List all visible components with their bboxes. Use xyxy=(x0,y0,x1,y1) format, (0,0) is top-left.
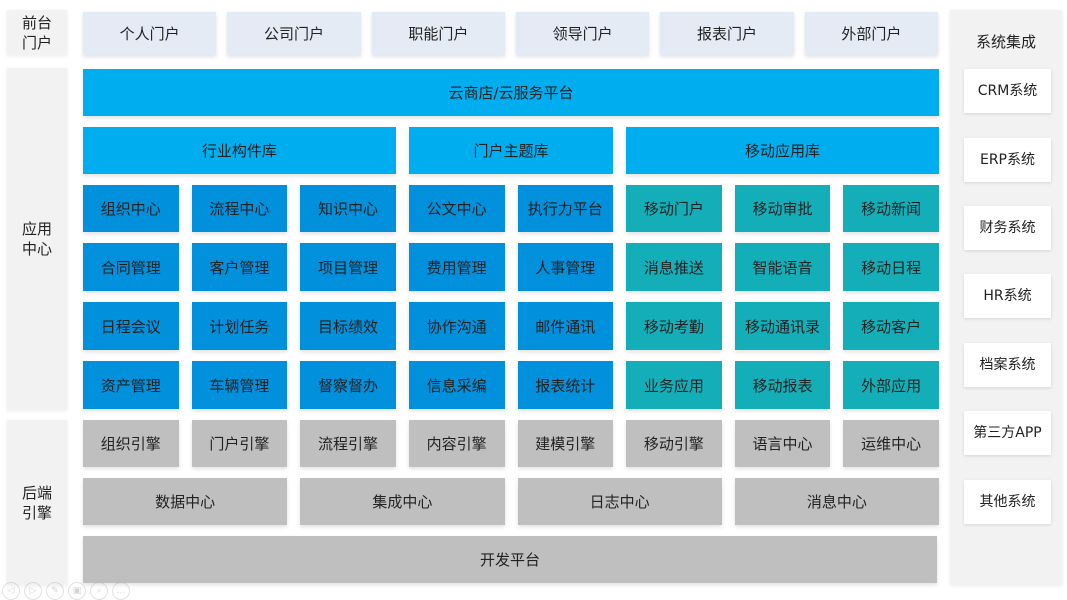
module-box: 日程会议 xyxy=(83,302,179,350)
dev-platform-bar: 开发平台 xyxy=(83,536,937,583)
cloud-platform-bar: 云商店/云服务平台 xyxy=(83,69,939,116)
portal-box: 领导门户 xyxy=(515,12,650,55)
slideshow-controls: ◁ ▷ ✎ ▣ ⌕ … xyxy=(2,582,130,600)
library-mobile-apps: 移动应用库 xyxy=(626,127,939,174)
module-box: 资产管理 xyxy=(83,361,179,409)
system-integration-panel: 系统集成 CRM系统 ERP系统财务系统 HR系统档案系统第三方APP 其他系统 xyxy=(950,10,1062,585)
module-box: 督察督办 xyxy=(300,361,396,409)
mobile-app-box: 移动门户 xyxy=(626,185,722,232)
library-industry-components: 行业构件库 xyxy=(83,127,396,174)
mobile-app-box: 移动日程 xyxy=(843,243,939,291)
more-icon[interactable]: … xyxy=(112,582,130,600)
module-box: 报表统计 xyxy=(517,361,614,409)
mobile-app-box: 业务应用 xyxy=(626,361,722,409)
mobile-app-box: 移动审批 xyxy=(734,185,831,232)
engine-box: 建模引擎 xyxy=(517,420,614,467)
portal-box: 报表门户 xyxy=(660,12,794,55)
module-box: 人事管理 xyxy=(517,243,614,291)
engine-box: 移动引擎 xyxy=(626,420,722,467)
integration-system-box: HR系统 xyxy=(964,274,1051,318)
mobile-app-box: 外部应用 xyxy=(843,361,939,409)
layer-label-application-center: 应用中心 xyxy=(7,68,67,410)
mobile-app-box: 移动新闻 xyxy=(843,185,939,232)
module-box: 项目管理 xyxy=(300,243,396,291)
module-box: 目标绩效 xyxy=(300,302,396,350)
portal-box: 个人门户 xyxy=(83,12,217,55)
engine-box: 组织引擎 xyxy=(83,420,179,467)
engine-box: 门户引擎 xyxy=(191,420,288,467)
engine-box: 语言中心 xyxy=(734,420,831,467)
module-box: 合同管理 xyxy=(83,243,179,291)
mobile-app-box: 移动通讯录 xyxy=(734,302,831,350)
portal-box: 外部门户 xyxy=(804,12,938,55)
layer-label-front-portal: 前台门户 xyxy=(7,10,67,55)
mobile-app-box: 智能语音 xyxy=(734,243,831,291)
module-box: 执行力平台 xyxy=(517,185,614,232)
center-box: 消息中心 xyxy=(734,478,939,525)
architecture-grid: 云商店/云服务平台 行业构件库 门户主题库 移动应用库组织中心 流程中心 知识中心 公文中心… xyxy=(83,69,939,583)
slides-icon[interactable]: ▣ xyxy=(68,582,86,600)
engine-box: 运维中心 xyxy=(843,420,939,467)
mobile-app-box: 移动客户 xyxy=(843,302,939,350)
layer-label-text: 后端引擎 xyxy=(21,483,52,522)
module-box: 知识中心 xyxy=(300,185,396,232)
next-icon[interactable]: ▷ xyxy=(24,582,42,600)
module-box: 信息采编 xyxy=(408,361,505,409)
integration-system-box: 其他系统 xyxy=(964,480,1051,524)
library-portal-themes: 门户主题库 xyxy=(408,127,614,174)
integration-system-box: ERP系统 xyxy=(964,138,1051,182)
mobile-app-box: 消息推送 xyxy=(626,243,722,291)
engine-box: 流程引擎 xyxy=(300,420,396,467)
integration-system-box: 财务系统 xyxy=(964,206,1051,250)
pen-icon[interactable]: ✎ xyxy=(46,582,64,600)
module-box: 车辆管理 xyxy=(191,361,288,409)
module-box: 邮件通讯 xyxy=(517,302,614,350)
module-box: 费用管理 xyxy=(408,243,505,291)
module-box: 组织中心 xyxy=(83,185,179,232)
module-box: 公文中心 xyxy=(408,185,505,232)
layer-label-backend-engine: 后端引擎 xyxy=(7,420,67,585)
mobile-app-box: 移动报表 xyxy=(734,361,831,409)
integration-system-box: CRM系统 xyxy=(964,69,1051,113)
layer-label-text: 应用中心 xyxy=(21,220,52,258)
module-box: 客户管理 xyxy=(191,243,288,291)
portal-row: 个人门户 公司门户 职能门户 领导门户 报表门户 外部门户 xyxy=(83,12,938,55)
engine-box: 内容引擎 xyxy=(408,420,505,467)
system-integration-title: 系统集成 xyxy=(975,33,1036,51)
integration-system-box: 第三方APP xyxy=(964,411,1051,455)
center-box: 日志中心 xyxy=(517,478,722,525)
layer-label-text: 前台门户 xyxy=(21,13,52,52)
center-box: 集成中心 xyxy=(300,478,505,525)
module-box: 协作沟通 xyxy=(408,302,505,350)
mobile-app-box: 移动考勤 xyxy=(626,302,722,350)
zoom-icon[interactable]: ⌕ xyxy=(90,582,108,600)
module-box: 计划任务 xyxy=(191,302,288,350)
module-box: 流程中心 xyxy=(191,185,288,232)
center-box: 数据中心 xyxy=(83,478,288,525)
portal-box: 职能门户 xyxy=(371,12,505,55)
portal-box: 公司门户 xyxy=(227,12,361,55)
previous-icon[interactable]: ◁ xyxy=(2,582,20,600)
integration-system-box: 档案系统 xyxy=(964,343,1051,387)
